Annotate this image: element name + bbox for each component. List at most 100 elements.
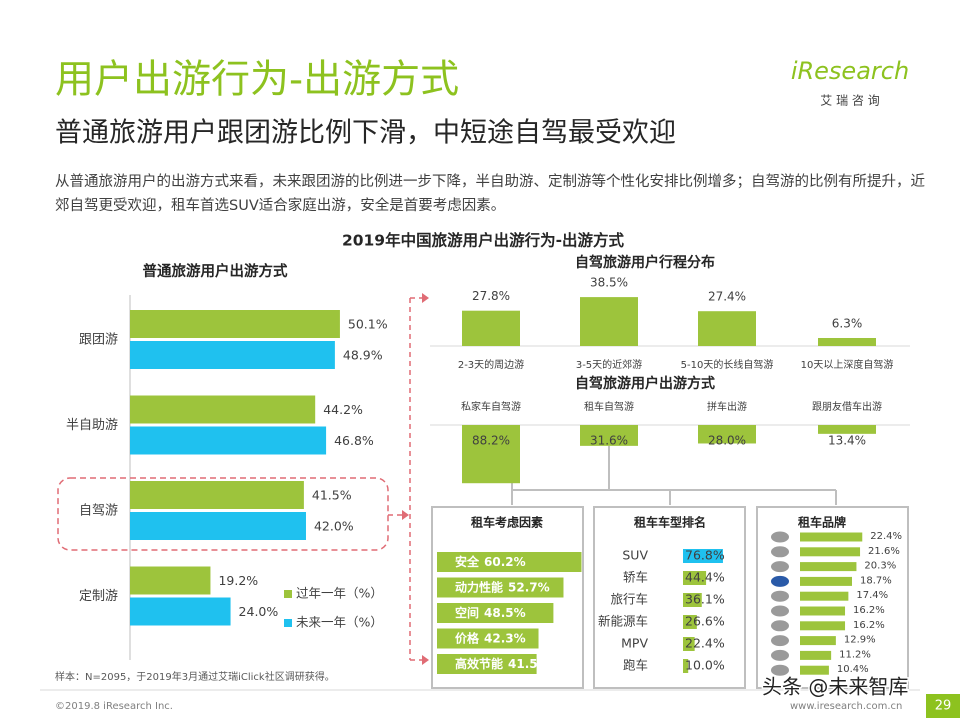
bar-label: 价格 42.3% (455, 630, 526, 645)
source: 样本：N=2095，于2019年3月通过艾瑞iClick社区调研获得。 (55, 670, 335, 683)
bar (800, 576, 852, 586)
bar (130, 341, 335, 369)
category-label: 跟团游 (79, 333, 118, 348)
bar (462, 425, 520, 484)
brand-logo (771, 561, 789, 573)
category-label: 自驾游 (79, 504, 118, 519)
category-label: SUV (622, 548, 648, 563)
bar (130, 597, 231, 626)
value-label: 16.2% (853, 620, 885, 631)
value-label: 19.2% (218, 573, 258, 588)
connector (388, 297, 422, 661)
bar (683, 615, 697, 629)
category-label: 2-3天的周边游 (458, 358, 524, 371)
category-label: 拼车出游 (707, 400, 747, 413)
bar (800, 621, 846, 631)
value-label: 46.8% (334, 433, 374, 448)
bar (437, 577, 564, 598)
watermark: 头条 @未来智库 (762, 675, 908, 699)
value-label: 31.6% (590, 434, 628, 448)
value-label: 26.6% (685, 614, 725, 629)
brand-logo (771, 664, 789, 676)
category-label: 新能源车 (598, 614, 648, 629)
value-label: 36.1% (685, 592, 725, 607)
bar-label: 安全 60.2% (455, 554, 526, 569)
brand-logo (771, 635, 789, 647)
value-label: 13.4% (828, 434, 866, 448)
bar (800, 665, 829, 675)
category-label: 安全 (455, 554, 480, 569)
value-label: 10.4% (837, 664, 869, 675)
category-label: 轿车 (623, 570, 648, 585)
value-label: 17.4% (856, 590, 888, 601)
value-label: 6.3% (832, 316, 863, 330)
bar (683, 659, 689, 673)
category-label: 10天以上深度自驾游 (801, 358, 894, 371)
bar (818, 337, 876, 346)
category-label: 跑车 (623, 658, 648, 673)
bar (580, 297, 638, 346)
category-label: 租车自驾游 (584, 400, 634, 413)
category-label: 3-5天的近郊游 (576, 358, 642, 371)
value-label: 76.8% (685, 548, 725, 563)
category-label: 高效节能 (455, 656, 503, 671)
chart-title: 自驾旅游用户出游方式 (575, 375, 715, 392)
value-label: 24.0% (239, 604, 279, 619)
brand-logo (771, 620, 789, 632)
value-label: 88.2% (472, 434, 510, 448)
bar (130, 395, 316, 424)
value-label: 48.5% (484, 606, 526, 620)
chart-title: 租车考虑因素 (471, 515, 543, 530)
website: www.iresearch.com.cn (790, 701, 902, 712)
bar (698, 425, 756, 444)
value-label: 27.4% (708, 290, 746, 304)
logo-sub: 艾 瑞 咨 询 (820, 93, 879, 108)
bar (683, 593, 702, 607)
value-label: 44.2% (323, 402, 363, 417)
category-label: 私家车自驾游 (461, 400, 521, 413)
chart-title: 普通旅游用户出游方式 (143, 262, 288, 280)
value-label: 16.2% (853, 605, 885, 616)
legend-label: 未来一年（%） (296, 615, 383, 630)
brand-logo (771, 531, 789, 543)
brand-logo (771, 546, 789, 558)
category-label: 价格 (455, 630, 480, 645)
value-label: 28.0% (708, 434, 746, 448)
value-label: 21.6% (868, 546, 900, 557)
bar (800, 606, 846, 616)
bar (800, 532, 863, 542)
value-label: 48.9% (343, 348, 383, 363)
value-label: 44.4% (685, 570, 725, 585)
bar-label: 动力性能 52.7% (455, 579, 550, 594)
bar (800, 636, 836, 646)
bar (437, 552, 582, 572)
bar (130, 426, 327, 455)
bar (800, 650, 832, 660)
value-label: 10.0% (685, 658, 725, 673)
legend-marker (284, 619, 292, 627)
brand-logo (771, 649, 789, 661)
value-label: 27.8% (472, 289, 510, 303)
arrowheads (402, 293, 429, 665)
value-label: 52.7% (508, 580, 550, 594)
brand-logo (771, 605, 789, 617)
value-label: 22.4% (870, 531, 902, 542)
page-number: 29 (935, 699, 952, 714)
value-label: 42.3% (484, 631, 526, 645)
bar (130, 512, 306, 540)
bar (130, 566, 211, 595)
bar (580, 425, 638, 446)
category-label: 动力性能 (455, 579, 503, 594)
value-label: 41.5% (312, 488, 352, 503)
category-label: 空间 (455, 605, 479, 620)
category-label: 跟朋友借车出游 (812, 400, 882, 413)
bar (800, 547, 861, 557)
bar (683, 571, 707, 585)
chart-title: 租车品牌 (798, 515, 846, 530)
flow-lines (511, 446, 837, 505)
logo: iResearch (791, 57, 909, 85)
category-label: 定制游 (79, 589, 118, 604)
value-label: 42.0% (314, 519, 354, 534)
